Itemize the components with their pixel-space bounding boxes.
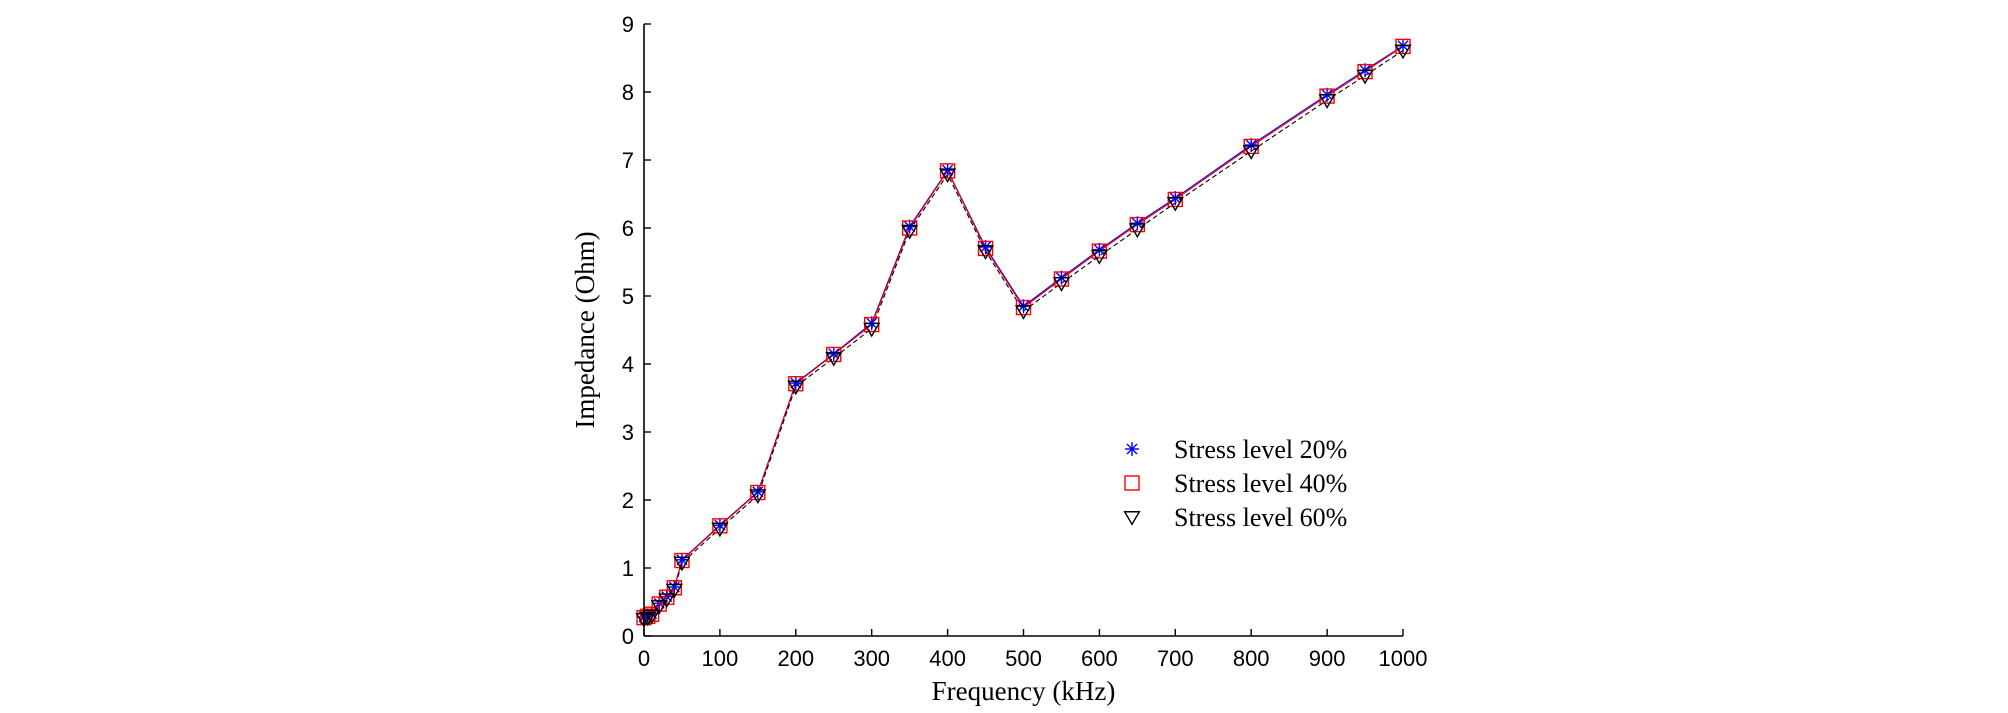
series-3-point — [658, 593, 676, 609]
x-tick-label: 800 — [1233, 646, 1270, 671]
legend-marker-1 — [1125, 442, 1139, 456]
series-2-point — [712, 518, 728, 534]
y-tick-label: 3 — [622, 420, 634, 445]
y-tick-label: 9 — [622, 12, 634, 37]
series-3-point — [711, 522, 729, 538]
y-axis-label: Impedance (Ohm) — [570, 231, 600, 428]
series-3-point — [643, 609, 661, 625]
legend: Stress level 20% Stress level 40% Stress l… — [1123, 435, 1347, 532]
series-1-point — [712, 518, 727, 533]
series-3-point — [1394, 44, 1412, 60]
series-3-point — [650, 600, 668, 615]
y-tick-label: 8 — [622, 80, 634, 105]
y-tick-label: 4 — [622, 352, 634, 377]
series-1-point — [674, 552, 689, 567]
series-1-point — [902, 219, 917, 234]
series-3-point — [1090, 249, 1108, 265]
series-markers — [635, 38, 1412, 628]
series-3-point — [825, 351, 843, 367]
series-3-point — [673, 556, 691, 572]
series-line-3 — [643, 50, 1404, 620]
x-tick-label: 500 — [1005, 646, 1042, 671]
y-tick-label: 0 — [622, 624, 634, 649]
y-tick-label: 6 — [622, 216, 634, 241]
series-3-point — [1052, 277, 1071, 292]
x-tick-label: 200 — [777, 646, 814, 671]
series-3-point — [665, 583, 683, 599]
x-tick-label: 600 — [1081, 646, 1118, 671]
series-lines — [643, 45, 1404, 620]
series-1-point — [1130, 216, 1145, 231]
legend-label-1: Stress level 20% — [1174, 435, 1347, 464]
y-tick-label: 5 — [622, 284, 634, 309]
series-3-point — [1242, 145, 1260, 160]
series-3-point — [1318, 94, 1336, 109]
x-tick-label: 900 — [1309, 646, 1346, 671]
series-3-point — [1356, 69, 1374, 85]
x-tick-label: 1000 — [1379, 646, 1428, 671]
series-3-point — [1128, 223, 1146, 239]
legend-label-2: Stress level 40% — [1174, 469, 1347, 498]
x-tick-label: 700 — [1157, 646, 1194, 671]
series-1-point — [940, 163, 955, 178]
axes: 0 100 200 300 400 500 600 700 800 900 1000 0 1 2 3 4 5 6 7… — [622, 12, 1428, 671]
series-2-point — [788, 376, 804, 392]
series-1-point — [826, 346, 841, 361]
series-1-point — [978, 240, 993, 255]
series-3-point — [901, 224, 919, 240]
series-3-point — [863, 322, 881, 338]
legend-marker-2 — [1124, 475, 1140, 491]
x-tick-label: 0 — [638, 646, 650, 671]
series-3-point — [1166, 196, 1184, 212]
series-1-point — [1092, 242, 1107, 257]
series-2-point — [750, 484, 766, 501]
x-tick-label: 400 — [929, 646, 966, 671]
series-1-point — [788, 376, 803, 391]
series-1-point — [1244, 138, 1259, 153]
series-3-point — [749, 489, 767, 504]
series-2-point — [977, 240, 994, 257]
x-tick-label: 100 — [702, 646, 739, 671]
series-3-point — [1014, 305, 1033, 320]
y-tick-label: 7 — [622, 148, 634, 173]
series-3-point — [939, 168, 957, 184]
series-2-point — [674, 552, 690, 569]
x-axis-label: Frequency (kHz) — [932, 676, 1116, 706]
legend-marker-3 — [1123, 511, 1141, 526]
y-tick-label: 1 — [622, 556, 634, 581]
x-tick-label: 300 — [853, 646, 890, 671]
series-3-point — [976, 245, 995, 260]
series-1-point — [750, 484, 765, 499]
series-3-point — [787, 380, 805, 396]
series-2-point — [901, 220, 918, 236]
legend-label-3: Stress level 60% — [1174, 503, 1347, 532]
y-tick-label: 2 — [622, 488, 634, 513]
